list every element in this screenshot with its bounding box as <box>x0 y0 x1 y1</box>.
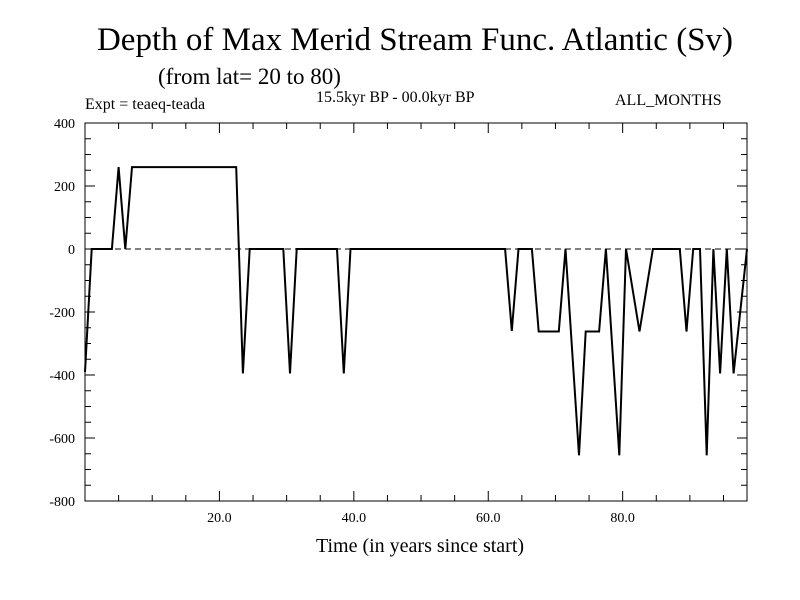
y-tick-label: -200 <box>49 306 75 321</box>
months-label: ALL_MONTHS <box>615 92 722 109</box>
y-tick-label: 200 <box>54 180 75 195</box>
x-tick-label: 80.0 <box>610 511 635 526</box>
chart-subtitle: (from lat= 20 to 80) <box>158 64 341 89</box>
y-tick-label: -600 <box>49 432 75 447</box>
experiment-label: Expt = teaeq-teada <box>85 96 206 113</box>
series-line <box>84 166 748 456</box>
y-tick-label: 400 <box>54 117 75 132</box>
x-tick-label: 40.0 <box>342 511 367 526</box>
y-tick-label: 0 <box>68 243 75 258</box>
plot-frame <box>84 122 748 502</box>
x-axis-label: Time (in years since start) <box>315 535 525 557</box>
x-tick-label: 60.0 <box>476 511 501 526</box>
axis-tick-labels: 20.0 40.0 60.0 80.0 -800 -600 -400 -200 0 200 400 <box>49 117 635 526</box>
axis-ticks <box>85 122 747 502</box>
y-tick-label: -800 <box>49 495 75 510</box>
series-group <box>84 166 748 456</box>
chart-title: Depth of Max Merid Stream Func. Atlantic… <box>96 22 734 58</box>
period-label: 15.5kyr BP - 00.0kyr BP <box>316 89 475 106</box>
x-tick-label: 20.0 <box>207 511 232 526</box>
y-tick-label: -400 <box>49 369 75 384</box>
